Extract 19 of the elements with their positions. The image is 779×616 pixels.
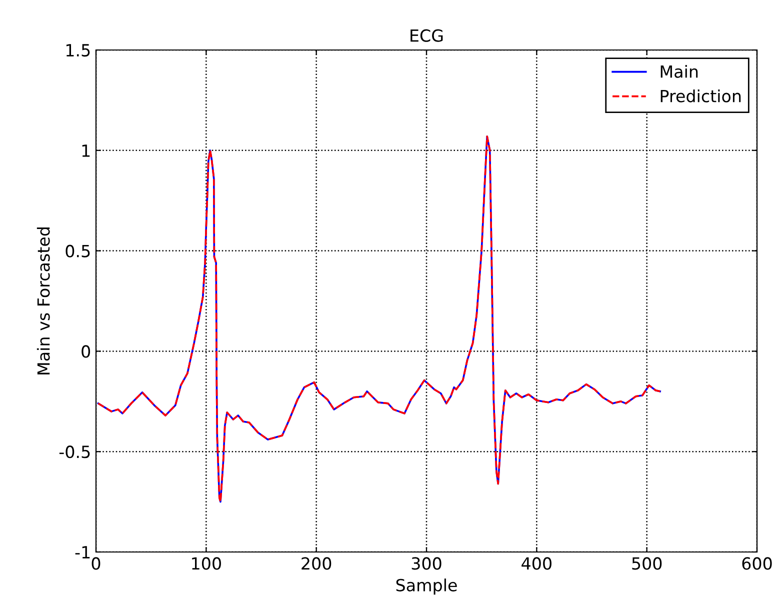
legend-label: Prediction (660, 89, 741, 102)
x-axis-title: Sample (396, 578, 457, 595)
x-tick-label: 0 (92, 557, 100, 570)
y-tick-label: 0 (82, 345, 90, 358)
y-tick-label: 0.5 (66, 244, 90, 258)
x-tick-label: 200 (302, 557, 332, 570)
x-tick-label: 100 (192, 557, 221, 570)
y-axis-title: Main vs Forcasted (36, 228, 50, 374)
y-tick-label: 1.5 (66, 44, 90, 57)
x-tick-label: 500 (632, 557, 662, 570)
line-series (97, 135, 661, 503)
x-tick-label: 400 (522, 557, 552, 570)
legend-label: Main (660, 65, 698, 78)
y-tick-label: -1 (75, 546, 90, 558)
x-tick-label: 600 (742, 557, 772, 570)
x-tick-label: 300 (412, 557, 442, 570)
chart-title: ECG (410, 29, 443, 42)
y-tick-label: 1 (82, 144, 90, 157)
y-tick-label: -0.5 (59, 446, 90, 458)
